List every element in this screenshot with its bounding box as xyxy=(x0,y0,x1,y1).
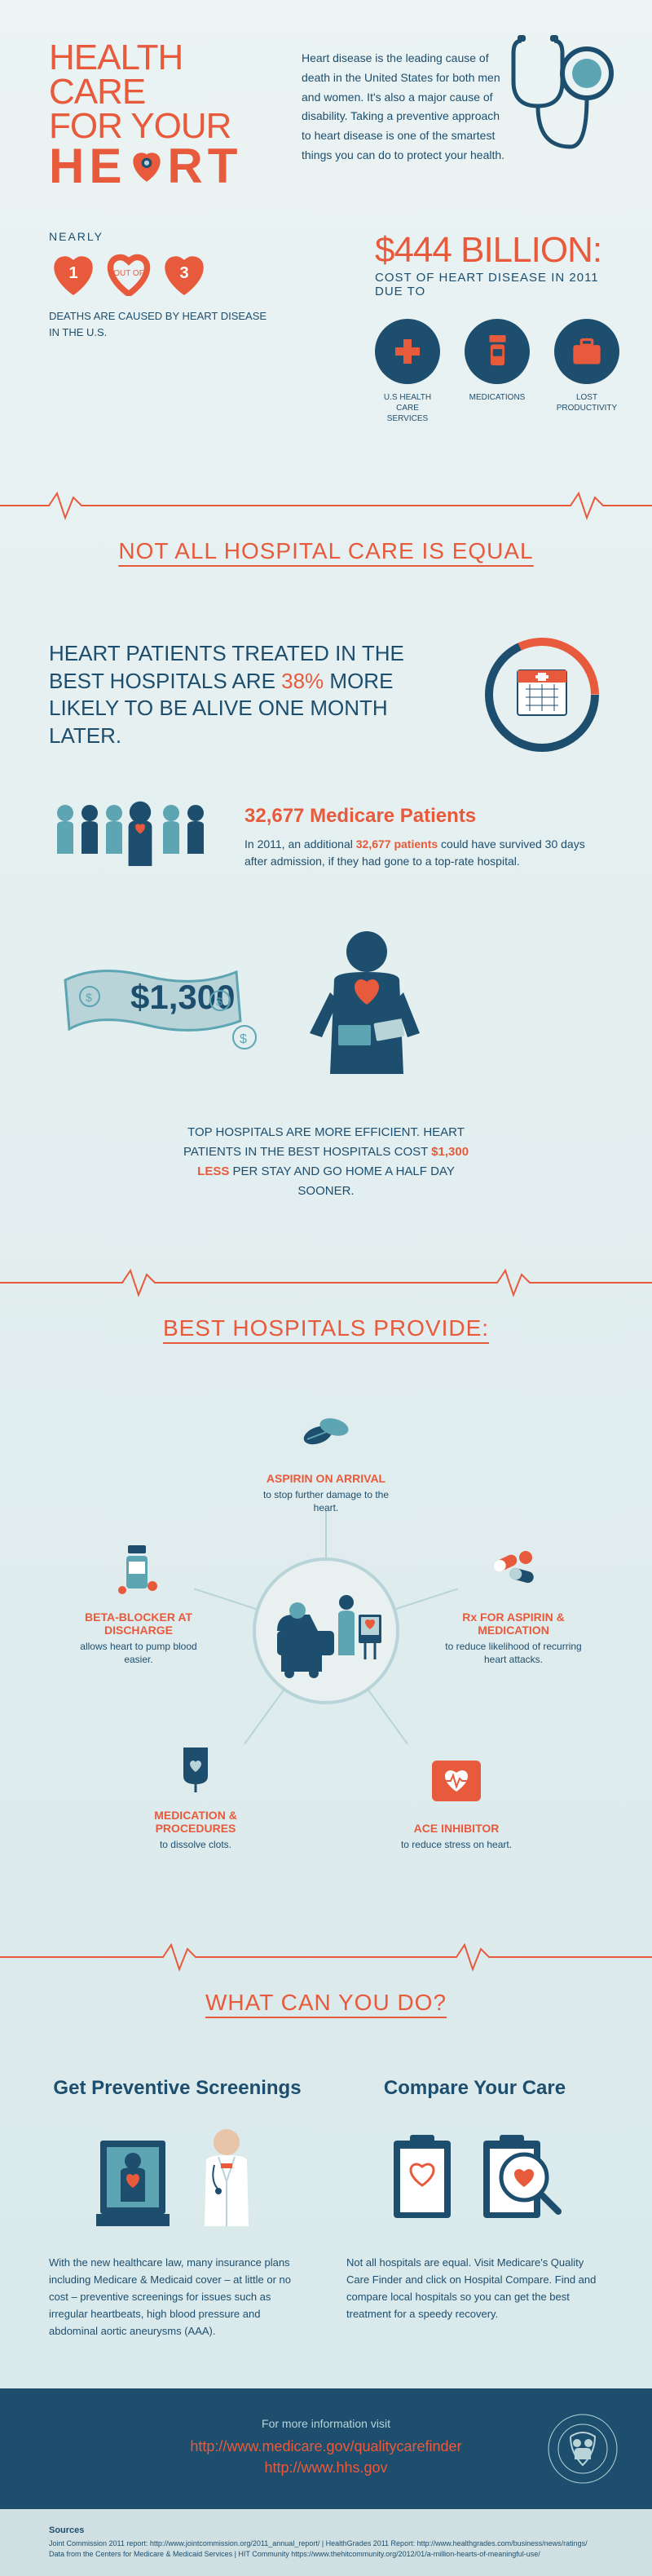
hub-beta: BETA-BLOCKER AT DISCHARGE allows heart t… xyxy=(65,1541,212,1666)
heart-icon xyxy=(126,146,167,187)
heart-2: OUT OF xyxy=(104,251,153,296)
bottle-icon xyxy=(110,1541,167,1598)
heart-3: 3 xyxy=(160,251,209,296)
cost-stat: $444 BILLION: COST OF HEART DISEASE IN 2… xyxy=(375,230,619,424)
pills-icon xyxy=(297,1403,355,1460)
hospital-survival-stat: HEART PATIENTS TREATED IN THE BEST HOSPI… xyxy=(49,640,448,750)
cost-icon-health: U.S HEALTH CARE SERVICES xyxy=(375,319,440,424)
calendar-icon xyxy=(481,634,603,756)
doctor-icon xyxy=(190,2124,263,2230)
clipboard-magnify-icon xyxy=(475,2128,565,2226)
hub-procedures: MEDICATION & PROCEDURES to dissolve clot… xyxy=(122,1739,269,1852)
hub-rx: Rx FOR ASPIRIN & MEDICATION to reduce li… xyxy=(440,1541,587,1666)
medicare-stat: 32,677 Medicare Patients In 2011, an add… xyxy=(244,805,603,870)
svg-text:$: $ xyxy=(216,995,222,1008)
section-1-header: NOT ALL HOSPITAL CARE IS EQUAL xyxy=(0,473,652,593)
efficiency-stat: TOP HOSPITALS ARE MORE EFFICIENT. HEART … xyxy=(122,1123,530,1234)
briefcase-icon xyxy=(570,338,603,366)
hub-aspirin: ASPIRIN ON ARRIVAL to stop further damag… xyxy=(253,1403,399,1514)
sources: Sources Joint Commission 2011 report: ht… xyxy=(0,2509,652,2575)
hub-center-icon xyxy=(253,1558,399,1704)
dollar-bill-icon: $1,300 $ $ $ xyxy=(49,956,261,1062)
hub-ace: ACE INHIBITOR to reduce stress on heart. xyxy=(383,1752,530,1852)
action-screenings: Get Preventive Screenings With the new h… xyxy=(49,2077,306,2340)
hospital-services-hub: ASPIRIN ON ARRIVAL to stop further damag… xyxy=(82,1386,570,1876)
ekg-line-icon xyxy=(0,1266,652,1299)
pill-bottle-icon xyxy=(483,335,512,368)
footer-link-medicare[interactable]: http://www.medicare.gov/qualitycarefinde… xyxy=(49,2438,603,2455)
cost-icon-productivity: LOST PRODUCTIVITY xyxy=(554,319,619,424)
stethoscope-icon xyxy=(505,33,619,179)
heartbeat-icon xyxy=(428,1752,485,1809)
deaths-stat: NEARLY 1 OUT OF 3 DEATHS ARE CAUSED BY H… xyxy=(49,230,277,424)
main-title: HEALTH CARE FOR YOUR HE RT xyxy=(49,41,277,189)
svg-text:$: $ xyxy=(240,1032,247,1046)
heart-1: 1 xyxy=(49,251,98,296)
capsules-icon xyxy=(485,1541,542,1598)
cross-icon xyxy=(391,335,424,368)
iv-bag-icon xyxy=(167,1739,224,1796)
ekg-line-icon xyxy=(0,1941,652,1973)
ekg-line-icon xyxy=(0,489,652,522)
footer: For more information visit http://www.me… xyxy=(0,2388,652,2509)
person-paying-icon xyxy=(293,927,440,1090)
footer-link-hhs[interactable]: http://www.hhs.gov xyxy=(49,2459,603,2477)
clipboard-icon xyxy=(385,2128,459,2226)
action-compare: Compare Your Care Not all hospitals are … xyxy=(346,2077,603,2340)
cost-icon-meds: MEDICATIONS xyxy=(465,319,530,424)
hhs-seal-icon xyxy=(546,2412,619,2485)
svg-text:$: $ xyxy=(86,991,92,1004)
xray-icon xyxy=(92,2124,174,2230)
people-group-icon xyxy=(49,797,212,878)
section-2-header: BEST HOSPITALS PROVIDE: xyxy=(0,1250,652,1370)
section-3-header: WHAT CAN YOU DO? xyxy=(0,1924,652,2044)
